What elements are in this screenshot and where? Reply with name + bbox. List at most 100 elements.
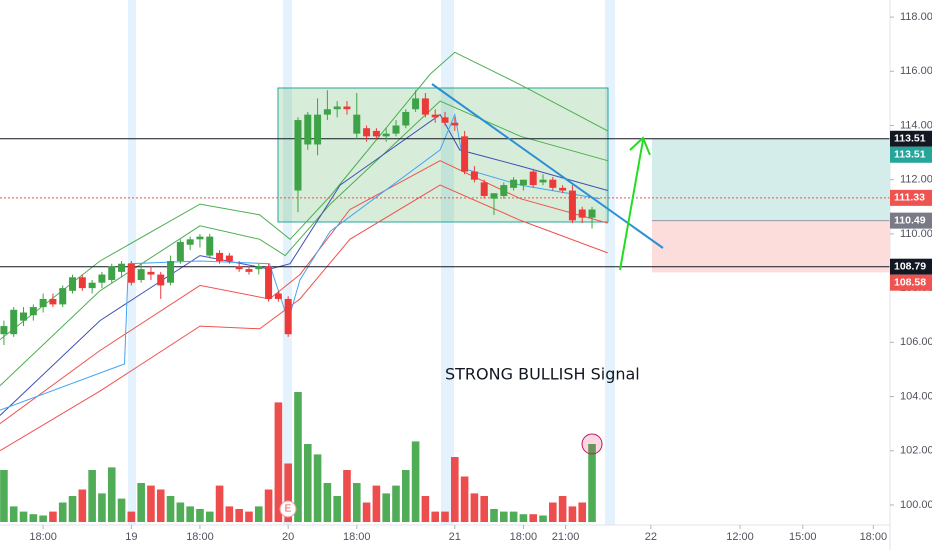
candle-body [314, 114, 322, 145]
range-box [277, 87, 609, 223]
candle-body [451, 122, 459, 126]
indicator-line [0, 51, 608, 340]
candle-body [519, 179, 527, 186]
volume-bar [176, 502, 185, 522]
volume-bar [539, 515, 547, 522]
x-tick-label: 15:00 [789, 531, 817, 543]
candle-body [304, 114, 312, 145]
volume-bar [441, 511, 449, 522]
candle-body [284, 298, 292, 335]
volume-bar [372, 485, 381, 522]
x-tick-label: 21:00 [552, 531, 580, 543]
session-highlights [128, 0, 615, 525]
candle-body [470, 171, 478, 180]
x-tick-label: 20 [282, 531, 294, 543]
volume-bar [343, 470, 351, 522]
volume-bar [392, 485, 400, 522]
x-tick-label: 18:00 [860, 531, 888, 543]
price-tag [890, 274, 932, 291]
candle-body [88, 282, 96, 289]
volume-bar [303, 444, 312, 522]
price-tag-label: 113.51 [894, 133, 926, 145]
candle-body [412, 98, 420, 110]
candle-body [118, 263, 126, 272]
volume-bar [294, 392, 302, 522]
volume-bar [431, 511, 439, 522]
volume-bar [558, 496, 567, 522]
candle-body [343, 106, 351, 110]
price-tags: 113.51 113.51 111.33 110.49 108.79 108.58 [890, 130, 932, 291]
volume-bar [411, 441, 420, 522]
session-band [128, 0, 136, 525]
candle-body [274, 293, 282, 299]
price-tag-label: 108.58 [894, 276, 926, 288]
candle-body [568, 190, 576, 221]
y-tick-label: 112.00 [900, 174, 932, 186]
volume-bar [264, 489, 273, 522]
price-tag [890, 189, 932, 206]
candle-body [402, 111, 410, 126]
volume-bar [500, 511, 508, 522]
volume-bar [568, 506, 577, 522]
session-band [441, 0, 454, 525]
volume-bar [323, 483, 332, 522]
event-marker[interactable] [279, 500, 297, 518]
candle-body [431, 114, 439, 118]
volume-bar [578, 502, 587, 522]
y-tick-label: 116.00 [900, 65, 932, 77]
position-zones [652, 138, 890, 273]
candle-body [206, 236, 214, 256]
candle-body [372, 130, 380, 137]
candle-body [480, 182, 488, 196]
volume-bar [0, 470, 8, 522]
event-marker-label: E [285, 504, 292, 515]
indicator-line [0, 160, 608, 425]
x-tick-label: 18:00 [186, 531, 214, 543]
annotation: STRONG BULLISH Signal [445, 365, 640, 384]
volume-bars [0, 392, 603, 522]
candle-body [255, 266, 263, 270]
volume-bar [215, 485, 224, 522]
candle-body [196, 236, 204, 240]
y-tick-label: 110.00 [900, 228, 932, 240]
candle-body [49, 298, 57, 305]
arrow-line [619, 139, 644, 271]
volume-bar [205, 511, 214, 522]
candle-body [225, 255, 233, 262]
volume-bar [39, 515, 47, 522]
candle-body [0, 326, 8, 335]
x-tick-label: 21 [449, 531, 461, 543]
volume-highlight [581, 433, 603, 455]
trend-line [431, 83, 664, 249]
volume-bar [490, 509, 498, 522]
candle-body [353, 114, 361, 134]
price-tag [890, 258, 932, 275]
volume-bar [196, 509, 204, 522]
volume-bar [519, 514, 528, 522]
candle-body [245, 269, 253, 272]
y-tick-label: 118.00 [900, 11, 932, 23]
volume-bar [480, 496, 489, 522]
candle-body [490, 193, 498, 199]
volume-bar [78, 489, 87, 522]
x-tick-label: 18:00 [29, 531, 57, 543]
volume-bar [588, 444, 596, 522]
candle-body [529, 171, 537, 186]
candle-body [500, 185, 508, 196]
candle-body [421, 98, 429, 115]
candle-body [108, 266, 116, 280]
volume-bar [107, 467, 116, 522]
candle-body [216, 252, 224, 262]
volume-bar [58, 502, 67, 522]
indicator-line [0, 113, 608, 416]
session-band [283, 0, 292, 525]
price-lines [0, 138, 890, 268]
volume-bar [451, 457, 459, 522]
volume-bar [127, 511, 136, 522]
x-tick-label: 19 [125, 531, 137, 543]
volume-bar [470, 493, 479, 522]
volume-bar [225, 506, 234, 522]
volume-bar [421, 496, 430, 522]
